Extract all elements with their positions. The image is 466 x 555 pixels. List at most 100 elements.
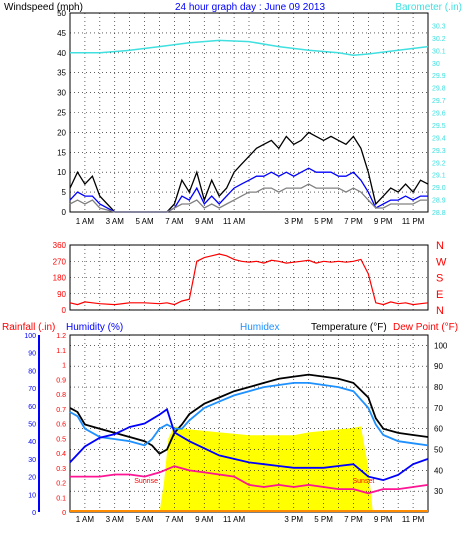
temperature-chart-x-tick: 3 AM bbox=[106, 515, 125, 524]
temperature-y-tick: 60 bbox=[434, 425, 443, 434]
rainfall-y-tick: 0.2 bbox=[56, 481, 66, 488]
sunrise-label: Sunrise bbox=[134, 478, 158, 485]
humidity-y-tick: 40 bbox=[28, 439, 36, 446]
direction-y-tick: 0 bbox=[62, 306, 67, 315]
barometer-y-tick: 29.6 bbox=[432, 111, 446, 118]
rainfall-y-tick: 0.8 bbox=[56, 392, 66, 399]
barometer-y-tick: 29.2 bbox=[432, 160, 446, 167]
compass-label: S bbox=[436, 273, 443, 285]
temperature-y-tick: 30 bbox=[434, 487, 443, 496]
temperature-chart-x-tick: 5 PM bbox=[314, 515, 333, 524]
wind-direction-line bbox=[69, 253, 429, 306]
chart-header-title: 24 hour graph day : June 09 2013 bbox=[175, 2, 326, 13]
barometer-y-tick: 30.1 bbox=[432, 48, 446, 55]
wind-chart-x-tick: 1 AM bbox=[76, 217, 95, 226]
temperature-chart-x-tick: 7 AM bbox=[165, 515, 184, 524]
humidex-line bbox=[69, 381, 429, 447]
humidity-y-tick: 100 bbox=[24, 333, 36, 340]
wind-y-tick: 50 bbox=[57, 9, 66, 18]
humidity-y-tick: 70 bbox=[28, 386, 36, 393]
temperature-axis-title: Temperature (°F) bbox=[311, 322, 387, 333]
barometer-y-tick: 30 bbox=[432, 61, 440, 68]
compass-label: E bbox=[436, 289, 443, 301]
humidity-axis-title: Humidity (%) bbox=[66, 322, 123, 333]
wind-chart-x-tick: 7 AM bbox=[165, 217, 184, 226]
barometer-y-tick: 29.5 bbox=[432, 123, 446, 130]
wind-y-tick: 30 bbox=[57, 89, 66, 98]
wind-y-tick: 35 bbox=[57, 69, 66, 78]
rainfall-axis-title: Rainfall (.in) bbox=[2, 322, 55, 333]
barometer-line bbox=[70, 39, 429, 57]
rainfall-y-tick: 0 bbox=[62, 510, 66, 517]
wind-chart-x-tick: 9 PM bbox=[374, 217, 393, 226]
temperature-chart-x-tick: 5 AM bbox=[135, 515, 154, 524]
compass-label: N bbox=[436, 240, 444, 252]
rainfall-y-tick: 1.2 bbox=[56, 333, 66, 340]
humidity-y-tick: 60 bbox=[28, 404, 36, 411]
wind-chart-x-tick: 7 PM bbox=[344, 217, 363, 226]
temperature-y-tick: 100 bbox=[434, 341, 448, 350]
direction-y-tick: 360 bbox=[53, 241, 67, 250]
compass-label: W bbox=[436, 256, 447, 268]
dewpoint-line bbox=[70, 465, 429, 495]
temperature-y-tick: 80 bbox=[434, 383, 443, 392]
humidity-y-tick: 50 bbox=[28, 422, 36, 429]
barometer-y-tick: 28.9 bbox=[432, 198, 446, 205]
rainfall-y-tick: 0.7 bbox=[56, 407, 66, 414]
temperature-chart-x-tick: 7 PM bbox=[344, 515, 363, 524]
wind-chart-x-tick: 3 AM bbox=[106, 217, 125, 226]
temperature-chart-x-tick: 11 AM bbox=[223, 515, 245, 524]
wind-average-line bbox=[69, 183, 428, 213]
dewpoint-axis-title: Dew Point (°F) bbox=[393, 322, 458, 333]
wind-chart-x-tick: 9 AM bbox=[195, 217, 214, 226]
barometer-y-tick: 29.4 bbox=[432, 135, 446, 142]
humidity-y-tick: 80 bbox=[28, 368, 36, 375]
sunset-label: Sunset bbox=[353, 478, 375, 485]
temperature-y-tick: 50 bbox=[434, 446, 443, 455]
temperature-y-tick: 70 bbox=[434, 404, 443, 413]
wind-y-tick: 45 bbox=[57, 29, 66, 38]
temperature-y-tick: 40 bbox=[434, 466, 443, 475]
barometer-y-tick: 29.3 bbox=[432, 148, 446, 155]
wind-chart-x-tick: 11 PM bbox=[402, 217, 425, 226]
rainfall-y-tick: 1.1 bbox=[56, 348, 66, 355]
wind-chart-x-tick: 3 PM bbox=[284, 217, 303, 226]
wind-y-tick: 10 bbox=[57, 168, 66, 177]
humidity-y-tick: 30 bbox=[28, 457, 36, 464]
wind-y-tick: 5 bbox=[62, 188, 67, 197]
barometer-axis-title: Barometer (.in) bbox=[395, 2, 462, 13]
humidity-y-tick: 0 bbox=[32, 510, 36, 517]
wind-y-tick: 20 bbox=[57, 128, 66, 137]
wind-chart-x-tick: 5 PM bbox=[314, 217, 333, 226]
temperature-chart-x-tick: 11 PM bbox=[402, 515, 425, 524]
humidity-y-tick: 20 bbox=[28, 475, 36, 482]
wind-y-tick: 0 bbox=[62, 208, 67, 217]
barometer-y-tick: 28.8 bbox=[432, 210, 446, 217]
barometer-y-tick: 30.3 bbox=[432, 23, 446, 30]
wind-chart-frame bbox=[69, 12, 429, 213]
wind-y-tick: 15 bbox=[57, 148, 66, 157]
direction-y-tick: 270 bbox=[53, 257, 67, 266]
compass-label: N bbox=[436, 305, 444, 317]
wind-chart-x-tick: 11 AM bbox=[223, 217, 245, 226]
barometer-y-tick: 29.8 bbox=[432, 86, 446, 93]
barometer-y-tick: 29.7 bbox=[432, 98, 446, 105]
temperature-line bbox=[69, 373, 429, 455]
humidity-line bbox=[69, 407, 429, 482]
temperature-chart-x-tick: 9 PM bbox=[374, 515, 393, 524]
humidity-y-tick: 90 bbox=[28, 351, 36, 358]
barometer-y-tick: 29.0 bbox=[432, 185, 446, 192]
direction-y-tick: 90 bbox=[57, 290, 66, 299]
rainfall-y-tick: 0.5 bbox=[56, 436, 66, 443]
wind-axis-title: Windspeed (mph) bbox=[4, 2, 83, 13]
rainfall-y-tick: 0.4 bbox=[56, 451, 66, 458]
barometer-y-tick: 29.9 bbox=[432, 73, 446, 80]
wind-chart-x-tick: 5 AM bbox=[135, 217, 154, 226]
wind-y-tick: 40 bbox=[57, 49, 66, 58]
humidex-legend: Humidex bbox=[240, 322, 279, 333]
barometer-y-tick: 29.1 bbox=[432, 173, 446, 180]
wind-y-tick: 25 bbox=[57, 109, 66, 118]
rainfall-area bbox=[159, 426, 373, 512]
temperature-chart-x-tick: 9 AM bbox=[195, 515, 214, 524]
